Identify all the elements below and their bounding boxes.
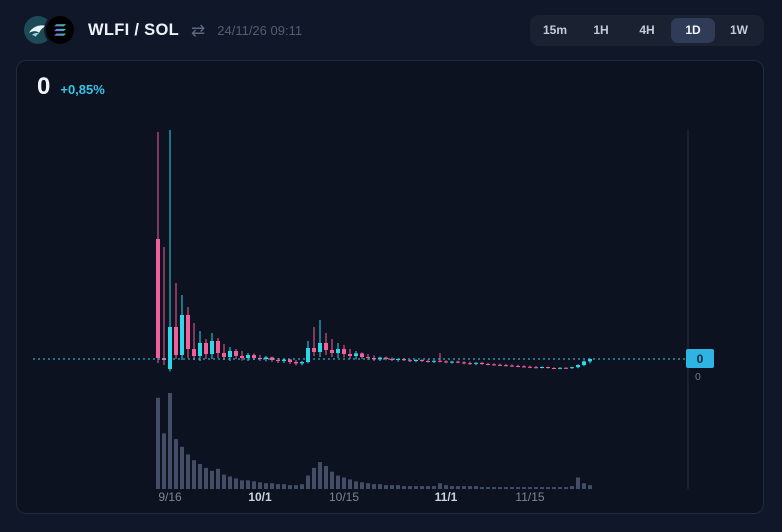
swap-pair-icon[interactable]: ⇄ bbox=[191, 20, 206, 40]
pair-title: WLFI / SOL bbox=[88, 20, 179, 39]
x-axis-labels: 9/16 10/1 10/15 11/1 11/15 bbox=[158, 490, 545, 504]
price-header: 0 +0,85% bbox=[37, 73, 105, 101]
timeframe-selector: 15m 1H 4H 1D 1W bbox=[530, 14, 764, 46]
timeframe-1D[interactable]: 1D bbox=[671, 17, 715, 43]
solana-logo-icon bbox=[44, 14, 76, 46]
candlesticks bbox=[156, 130, 592, 372]
pair-icons bbox=[24, 14, 76, 46]
timeframe-1W[interactable]: 1W bbox=[717, 18, 761, 43]
topbar: WLFI / SOL ⇄ 24/11/26 09:11 15m 1H 4H 1D… bbox=[0, 0, 782, 60]
timeframe-4H[interactable]: 4H bbox=[625, 18, 669, 43]
chart-panel: 0 +0,85% 9/16 10/1 10/15 11/1 11/15 0 0 bbox=[16, 60, 764, 514]
chart-svg[interactable]: 9/16 10/1 10/15 11/1 11/15 bbox=[17, 61, 764, 514]
price-axis-zero-label: 0 bbox=[695, 371, 701, 383]
svg-text:11/1: 11/1 bbox=[435, 490, 458, 504]
svg-text:11/15: 11/15 bbox=[515, 490, 544, 504]
timeframe-15m[interactable]: 15m bbox=[533, 18, 577, 43]
volume-bars bbox=[156, 393, 592, 489]
price-change-percent: +0,85% bbox=[60, 82, 105, 97]
svg-text:10/15: 10/15 bbox=[329, 490, 359, 504]
current-price-tag: 0 bbox=[686, 349, 714, 368]
timeframe-1H[interactable]: 1H bbox=[579, 18, 623, 43]
svg-text:10/1: 10/1 bbox=[248, 490, 272, 504]
last-update-timestamp: 24/11/26 09:11 bbox=[217, 22, 303, 38]
current-price: 0 bbox=[37, 73, 51, 100]
svg-text:9/16: 9/16 bbox=[158, 490, 182, 504]
